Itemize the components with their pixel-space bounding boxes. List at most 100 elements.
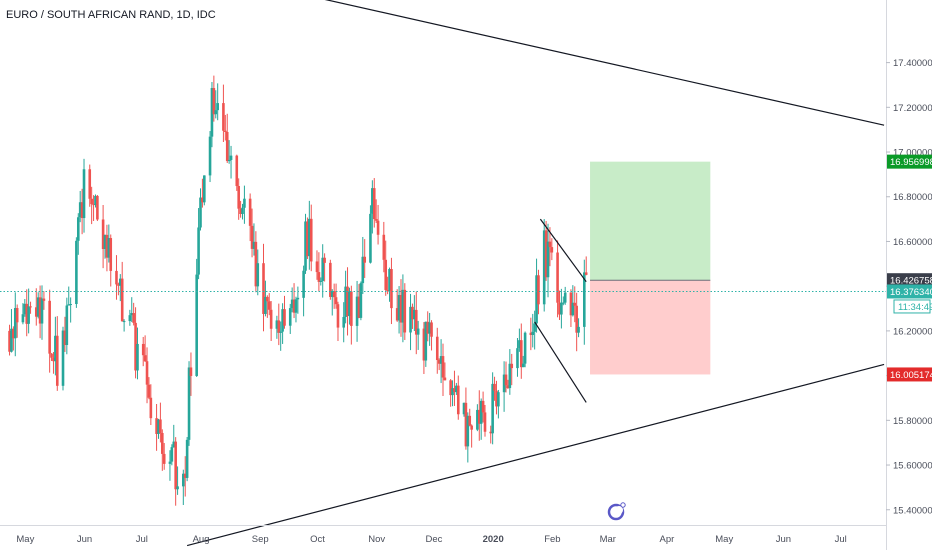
candle — [10, 309, 13, 353]
candle — [357, 284, 361, 319]
candle — [558, 290, 561, 320]
candle — [531, 313, 535, 348]
target-price-tag: 16.956998 — [887, 154, 932, 169]
candle-body — [52, 357, 55, 362]
x-tick-label: Jun — [776, 534, 791, 545]
candle — [315, 250, 319, 280]
candle-body — [128, 315, 132, 322]
candle-body — [332, 291, 336, 298]
candle-body — [334, 297, 338, 305]
candle-body — [395, 308, 399, 321]
candle-body — [241, 207, 244, 215]
candle — [374, 199, 378, 224]
candle-body — [342, 316, 346, 328]
candle — [239, 200, 242, 218]
candle — [67, 286, 71, 306]
candle-body — [477, 409, 481, 424]
candle-body — [575, 305, 578, 333]
candle — [443, 362, 447, 381]
candle — [388, 267, 391, 302]
countdown-tag-background — [893, 299, 931, 314]
candle-body — [27, 306, 30, 324]
candle-body — [107, 238, 111, 258]
candle — [332, 283, 336, 309]
candle — [361, 236, 365, 294]
candle — [130, 297, 134, 323]
candle-body — [8, 330, 11, 352]
candle-body — [134, 322, 137, 371]
candle — [208, 131, 212, 183]
candle-body — [117, 284, 120, 286]
candle-body — [69, 304, 72, 306]
candle — [455, 382, 458, 395]
candle-body — [157, 419, 160, 434]
candle — [266, 295, 269, 318]
candle-body — [437, 360, 441, 364]
candle-body — [229, 155, 233, 160]
candle-body — [306, 221, 309, 257]
candle-body — [401, 289, 405, 323]
candle-body — [456, 385, 460, 415]
candle-body — [256, 263, 260, 287]
candle — [82, 158, 86, 233]
candle-body — [548, 241, 552, 248]
candle — [470, 424, 473, 448]
candle-body — [546, 241, 550, 278]
candle-body — [491, 383, 494, 434]
price-tag-text: 16.005174 — [890, 370, 932, 381]
candle-body — [195, 274, 198, 376]
candle — [344, 270, 347, 324]
candle-body — [466, 415, 470, 447]
candle — [185, 436, 189, 482]
candle-body — [290, 299, 294, 309]
candle — [159, 402, 162, 443]
candle — [437, 358, 441, 371]
candle — [12, 326, 15, 351]
candle — [256, 249, 260, 296]
candle — [390, 257, 393, 325]
candle — [183, 456, 187, 497]
event-marker-icon — [607, 502, 626, 521]
candle — [476, 404, 479, 432]
candle-body — [239, 208, 242, 215]
x-tick-label: Jul — [136, 534, 148, 545]
candle — [479, 398, 483, 440]
candle — [336, 301, 340, 342]
candle-body — [560, 302, 563, 315]
candle-body — [294, 299, 298, 313]
candle-body — [189, 367, 193, 376]
candle-body — [451, 388, 454, 396]
candle — [13, 292, 17, 357]
y-tick-label: 17.400000 — [893, 58, 932, 69]
candle-body — [556, 252, 559, 303]
candle — [403, 283, 407, 340]
candle-body — [252, 241, 256, 249]
candle — [468, 408, 472, 427]
candle-body — [159, 419, 162, 433]
candle-body — [254, 241, 258, 287]
candle-body — [21, 314, 25, 323]
candle — [38, 285, 42, 339]
candle — [214, 90, 218, 119]
x-tick-label: 2020 — [483, 534, 504, 545]
candle — [399, 279, 403, 337]
candle — [308, 200, 311, 270]
candle — [330, 289, 334, 316]
x-tick-label: Sep — [252, 534, 269, 545]
candle — [508, 349, 512, 395]
candle-body — [161, 432, 164, 454]
candle — [61, 326, 65, 391]
candle — [225, 113, 229, 163]
candle-body — [422, 328, 426, 361]
candle-body — [558, 302, 561, 315]
candle — [136, 327, 139, 380]
candle-body — [216, 103, 219, 111]
candle-body — [262, 263, 265, 314]
candle-body — [583, 272, 586, 327]
candle — [428, 312, 431, 346]
candle-body — [384, 259, 388, 290]
candle — [103, 234, 107, 259]
candle-body — [304, 221, 307, 271]
candle-body — [235, 155, 239, 187]
